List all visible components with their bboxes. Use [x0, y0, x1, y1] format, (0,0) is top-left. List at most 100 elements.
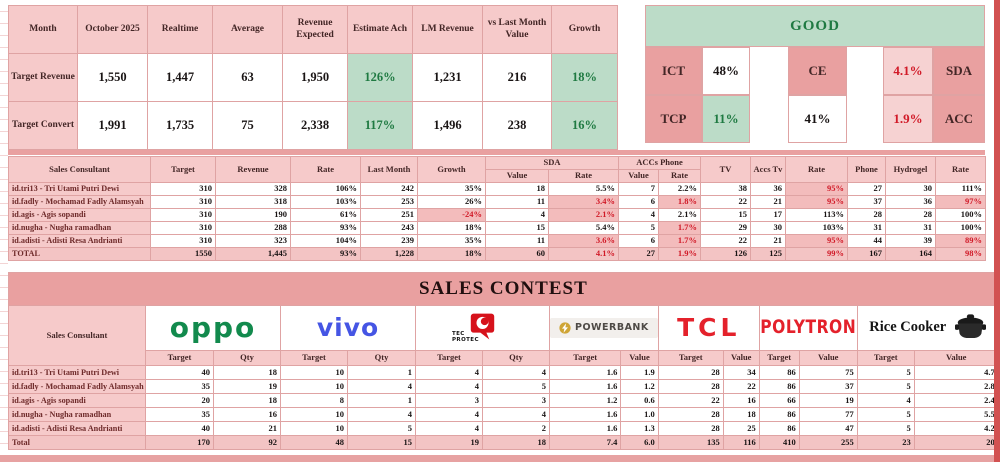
- good-panel: GOOD ICT 48% CE 4.1% SDA TCP 11% 41% 1.9% ACC: [645, 5, 985, 143]
- consultant-value-cell: 239: [360, 234, 418, 248]
- contest-subheader-cell: Target: [758, 350, 800, 366]
- contest-value-cell: 1.6: [548, 407, 622, 422]
- contest-value-cell: 23: [856, 435, 915, 450]
- consultant-name-cell: id.tri13 - Tri Utami Putri Dewi: [8, 182, 151, 196]
- tcl-logo: TCL: [677, 313, 741, 343]
- consultant-value-cell: 18: [485, 182, 549, 196]
- consultant-value-cell: 310: [150, 182, 216, 196]
- contest-value-cell: 3: [415, 393, 483, 408]
- contest-value-cell: 410: [758, 435, 800, 450]
- consultant-header-cell: Last Month: [360, 156, 418, 183]
- tec-protec-logo-line: TEC: [452, 330, 465, 337]
- consultant-value-cell: 113%: [785, 208, 848, 222]
- contest-subheader-cell: Target: [280, 350, 348, 366]
- contest-value-cell: 1.6: [548, 421, 622, 436]
- summary-value-cell: 2,338: [282, 101, 348, 150]
- contest-value-cell: 21: [213, 421, 281, 436]
- tec-protec-logo-text: TEC PROTEC: [452, 331, 479, 344]
- consultant-row: id.fadly - Mochamad Fadly Alamsyah 310 318…: [8, 195, 986, 209]
- contest-value-cell: 19: [798, 393, 858, 408]
- consultant-value-cell: 243: [360, 221, 418, 235]
- consultant-value-cell: 100%: [935, 208, 986, 222]
- contest-value-cell: 5: [856, 421, 915, 436]
- contest-value-cell: 4: [415, 407, 483, 422]
- consultant-value-cell: 93%: [290, 247, 361, 261]
- consultant-value-cell: 37: [847, 195, 886, 209]
- consultant-header-cell: Hydrogel: [885, 156, 936, 183]
- contest-value-cell: 10: [280, 379, 348, 394]
- summary-row: Target Revenue 1,550 1,447 63 1,950 126% 1,231…: [8, 53, 618, 102]
- good-value-cell: 11%: [702, 95, 750, 143]
- consultant-value-cell: 253: [360, 195, 418, 209]
- consultant-value-cell: 103%: [290, 195, 361, 209]
- contest-name-cell: id.agis - Agis sopandi: [8, 393, 146, 408]
- contest-value-cell: 10: [280, 421, 348, 436]
- consultant-row: id.tri13 - Tri Utami Putri Dewi 310 328 106…: [8, 182, 986, 196]
- contest-value-cell: 5: [856, 365, 915, 380]
- good-value-cell: 4.1%: [883, 47, 933, 95]
- summary-value-cell: 1,735: [147, 101, 213, 150]
- consultant-value-cell: -24%: [417, 208, 486, 222]
- tecprotec-logo: TEC PROTEC: [452, 312, 496, 343]
- summary-value-cell: 126%: [347, 53, 413, 102]
- consultant-value-cell: 103%: [785, 221, 848, 235]
- consultant-value-cell: 126: [700, 247, 751, 261]
- consultant-total-row: TOTAL 1550 1,445 93% 1,228 18% 60 4.1% 27 1.9% 126…: [8, 247, 986, 261]
- consultant-value-cell: 27: [847, 182, 886, 196]
- contest-value-cell: 135: [657, 435, 724, 450]
- contest-value-cell: 1: [347, 365, 416, 380]
- contest-value-cell: 1.2: [620, 379, 659, 394]
- consultant-header-cell: Rate: [290, 156, 361, 183]
- contest-name-cell: id.tri13 - Tri Utami Putri Dewi: [8, 365, 146, 380]
- consultant-subheader-cell: Rate: [548, 169, 619, 183]
- consultant-header-cell: Growth: [417, 156, 486, 183]
- contest-value-cell: 2: [482, 421, 550, 436]
- good-value-cell: 48%: [702, 47, 750, 95]
- contest-row: id.tri13 - Tri Utami Putri Dewi 40 18 10 1 4 4…: [8, 365, 999, 380]
- consultant-value-cell: 6: [618, 234, 659, 248]
- good-value-cell: 41%: [788, 95, 847, 143]
- summary-header-cell: October 2025: [77, 5, 148, 54]
- consultant-value-cell: 18%: [417, 221, 486, 235]
- good-gap-cell: [750, 47, 788, 95]
- consultant-value-cell: 310: [150, 208, 216, 222]
- consultant-value-cell: 164: [885, 247, 936, 261]
- contest-value-cell: 4: [482, 365, 550, 380]
- contest-subheader-cell: Target: [657, 350, 724, 366]
- consultant-value-cell: 21: [750, 195, 786, 209]
- powerbank-logo-text: POWERBANK: [575, 321, 649, 333]
- consultant-name-cell: id.fadly - Mochamad Fadly Alamsyah: [8, 195, 151, 209]
- consultant-name-header: Sales Consultant: [8, 156, 151, 183]
- consultant-value-cell: 18%: [417, 247, 486, 261]
- contest-value-cell: 86: [758, 421, 800, 436]
- consultant-value-cell: 28: [885, 208, 936, 222]
- summary-value-cell: 1,950: [282, 53, 348, 102]
- contest-value-cell: 18: [482, 435, 550, 450]
- consultant-value-cell: 1.9%: [658, 247, 701, 261]
- consultant-value-cell: 61%: [290, 208, 361, 222]
- contest-value-cell: 1.2: [548, 393, 622, 408]
- consultant-value-cell: 125: [750, 247, 786, 261]
- summary-value-cell: 1,991: [77, 101, 148, 150]
- consultant-value-cell: 22: [700, 234, 751, 248]
- contest-name-header: Sales Consultant: [8, 305, 146, 366]
- consultant-row: id.adisti - Adisti Resa Andrianti 310 323 1…: [8, 234, 986, 248]
- contest-value-cell: 40: [145, 421, 214, 436]
- contest-value-cell: 77: [798, 407, 858, 422]
- summary-header-cell: vs Last Month Value: [482, 5, 552, 54]
- contest-value-cell: 66: [758, 393, 800, 408]
- consultant-value-cell: 31: [885, 221, 936, 235]
- contest-value-cell: 16: [213, 407, 281, 422]
- summary-header-cell: Revenue Expected: [282, 5, 348, 54]
- consultant-group-header: ACCs Phone: [618, 156, 701, 170]
- consultant-value-cell: 15: [700, 208, 751, 222]
- consultant-value-cell: 1.7%: [658, 234, 701, 248]
- bottom-strip: [0, 455, 994, 462]
- contest-value-cell: 28: [657, 407, 724, 422]
- consultant-value-cell: 31: [847, 221, 886, 235]
- consultant-value-cell: 99%: [785, 247, 848, 261]
- consultant-value-cell: 1,445: [215, 247, 291, 261]
- contest-value-cell: 5.5: [913, 407, 999, 422]
- contest-subheader-cell: Target: [415, 350, 483, 366]
- consultant-subheader-cell: Value: [485, 169, 549, 183]
